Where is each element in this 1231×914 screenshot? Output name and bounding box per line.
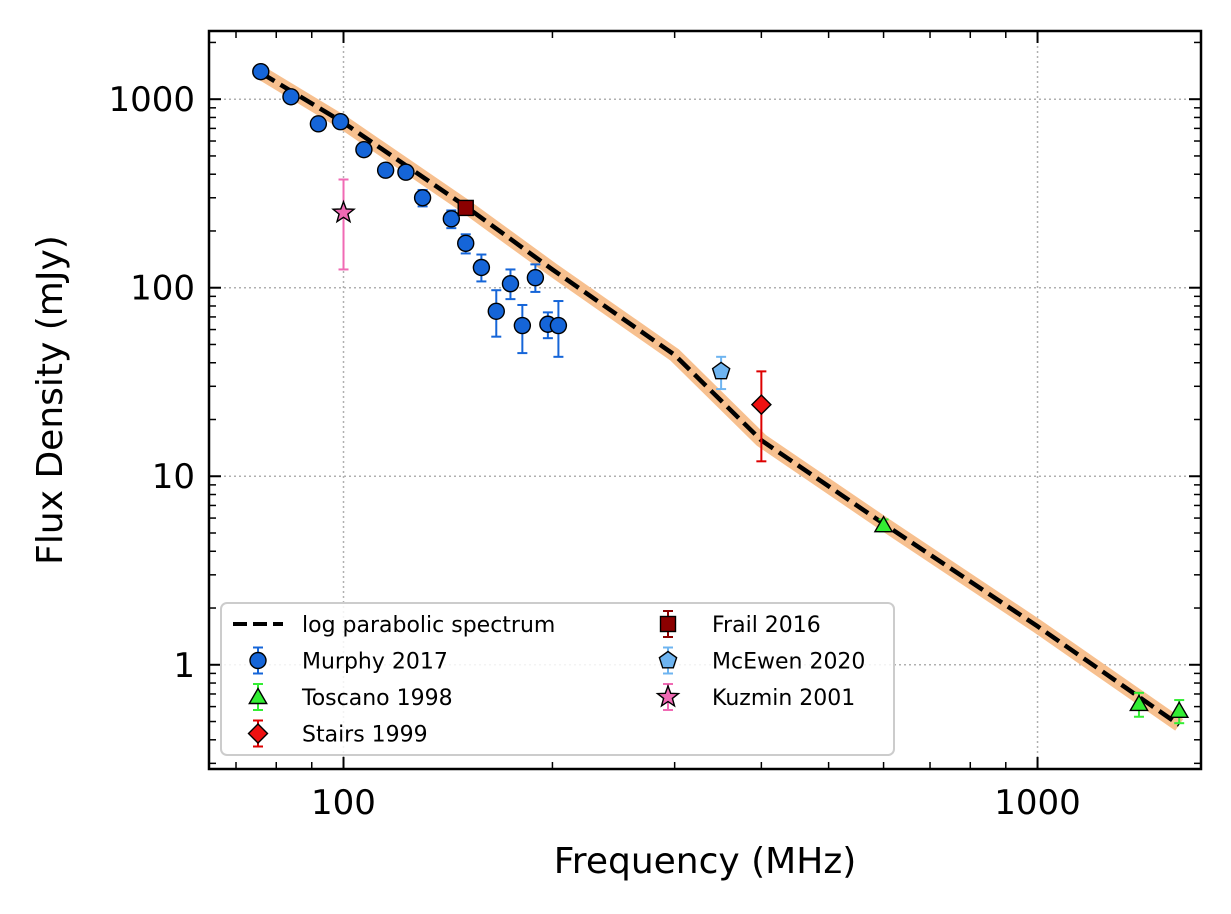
data-point	[711, 361, 731, 380]
data-point	[331, 112, 350, 131]
data-point	[376, 161, 395, 179]
series-stairs-1999	[750, 370, 772, 463]
data-point	[549, 316, 568, 335]
series-mcewen-2020	[711, 355, 731, 391]
data-point	[457, 199, 474, 217]
legend-label: McEwen 2020	[712, 650, 865, 675]
legend-label: Murphy 2017	[302, 650, 448, 675]
data-point	[513, 316, 532, 335]
legend-handle-marker	[655, 683, 681, 708]
legend-handle-marker	[249, 651, 267, 670]
legend-handle-marker	[658, 650, 678, 669]
series-murphy-2017	[252, 62, 568, 358]
legend-label: Kuzmin 2001	[712, 686, 855, 711]
data-points	[252, 62, 1190, 725]
data-point	[309, 115, 328, 133]
y-tick-label: 1	[173, 646, 195, 686]
fit-curve	[257, 66, 1184, 731]
y-tick-label: 10	[152, 457, 195, 497]
legend-label: Toscano 1998	[301, 686, 453, 711]
y-tick-label: 1000	[108, 80, 195, 120]
data-point	[472, 258, 491, 277]
tick-labels: 100 1000 1 10 100 1000	[108, 80, 1080, 823]
series-kuzmin-2001	[331, 178, 356, 271]
x-tick-label: 1000	[994, 783, 1081, 823]
y-axis-label: Flux Density (mJy)	[30, 235, 71, 565]
fit-line	[259, 70, 1181, 727]
data-point	[413, 189, 432, 207]
legend-label: log parabolic spectrum	[302, 613, 555, 638]
data-point	[355, 140, 373, 159]
series-toscano-1998	[873, 515, 1190, 725]
data-point	[750, 394, 772, 416]
data-point	[526, 269, 545, 287]
legend-box	[220, 602, 895, 756]
data-point	[457, 234, 475, 253]
data-point	[1169, 700, 1190, 718]
x-tick-label: 100	[311, 783, 376, 823]
axis-ticks	[209, 31, 1201, 769]
legend-handle-marker	[248, 687, 268, 705]
legend-handle-marker	[659, 615, 677, 633]
x-axis-label: Frequency (MHz)	[554, 841, 857, 882]
y-tick-label: 100	[130, 269, 195, 309]
data-point	[442, 210, 461, 228]
data-point	[501, 275, 520, 293]
legend: log parabolic spectrum Murphy 2017 Toscano…	[220, 602, 895, 756]
data-point	[397, 163, 415, 181]
series-frail-2016	[457, 199, 474, 217]
data-point	[282, 88, 300, 106]
data-point	[252, 62, 270, 81]
data-point	[873, 515, 894, 533]
data-point	[487, 302, 505, 320]
data-point	[331, 199, 356, 224]
legend-handle-marker	[247, 723, 269, 744]
plot-frame	[207, 29, 1203, 771]
legend-label: Stairs 1999	[302, 723, 428, 748]
legend-label: Frail 2016	[712, 613, 821, 638]
data-point	[1129, 693, 1149, 712]
